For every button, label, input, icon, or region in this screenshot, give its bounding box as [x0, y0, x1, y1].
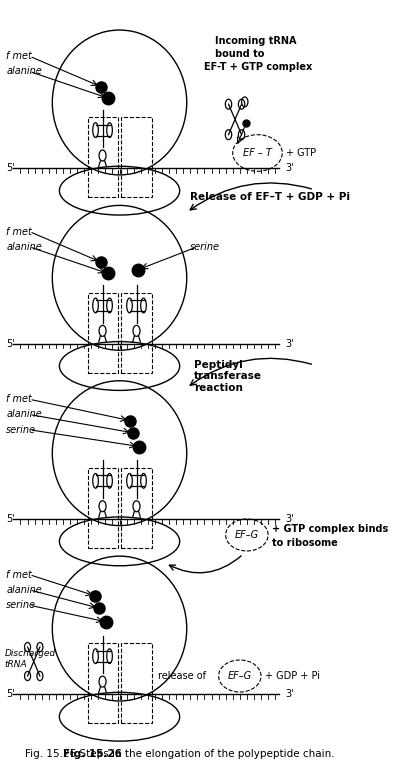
Text: serine: serine — [6, 425, 36, 435]
Text: serine: serine — [190, 242, 220, 252]
Bar — [122, 644, 152, 723]
Text: Discharged: Discharged — [4, 649, 56, 657]
Text: 5': 5' — [6, 339, 15, 349]
Text: 3': 3' — [286, 164, 294, 174]
Text: f met: f met — [6, 570, 32, 580]
Text: alanine: alanine — [6, 409, 42, 419]
Text: EF–G: EF–G — [228, 671, 252, 681]
Text: Peptidyl: Peptidyl — [194, 360, 243, 370]
Bar — [122, 118, 152, 197]
Bar — [122, 468, 152, 548]
Bar — [122, 293, 152, 372]
Text: reaction: reaction — [194, 382, 243, 392]
Text: 3': 3' — [286, 690, 294, 700]
Text: bound to: bound to — [215, 49, 264, 59]
Bar — [87, 293, 117, 372]
Bar — [87, 644, 117, 723]
Text: f met: f met — [6, 51, 32, 61]
Text: Release of EF–T + GDP + Pi: Release of EF–T + GDP + Pi — [190, 192, 350, 202]
Text: + GTP complex binds: + GTP complex binds — [271, 524, 388, 534]
Text: f met: f met — [6, 394, 32, 404]
Text: f met: f met — [6, 227, 32, 237]
Text: + GDP + Pi: + GDP + Pi — [265, 671, 320, 681]
Text: 3': 3' — [286, 514, 294, 524]
Text: Fig. 15.26 Steps in the elongation of the polypeptide chain.: Fig. 15.26 Steps in the elongation of th… — [25, 749, 334, 759]
Text: Fig. 15.26: Fig. 15.26 — [63, 749, 122, 759]
Text: EF–G: EF–G — [235, 530, 259, 540]
Text: 5': 5' — [6, 690, 15, 700]
Text: tRNA: tRNA — [4, 660, 27, 669]
Bar — [87, 468, 117, 548]
Text: 5': 5' — [6, 514, 15, 524]
Text: alanine: alanine — [6, 242, 42, 252]
Text: 3': 3' — [286, 339, 294, 349]
Bar — [87, 118, 117, 197]
Text: + GTP: + GTP — [286, 148, 316, 158]
Text: alanine: alanine — [6, 66, 42, 76]
Text: to ribosome: to ribosome — [271, 538, 337, 548]
Text: EF-T + GTP complex: EF-T + GTP complex — [205, 61, 313, 72]
Text: release of: release of — [158, 671, 207, 681]
Text: EF – T: EF – T — [243, 148, 272, 158]
Text: serine: serine — [6, 600, 36, 610]
Text: transferase: transferase — [194, 372, 262, 382]
Text: alanine: alanine — [6, 585, 42, 595]
Text: 5': 5' — [6, 164, 15, 174]
Text: Incoming tRNA: Incoming tRNA — [215, 36, 297, 46]
